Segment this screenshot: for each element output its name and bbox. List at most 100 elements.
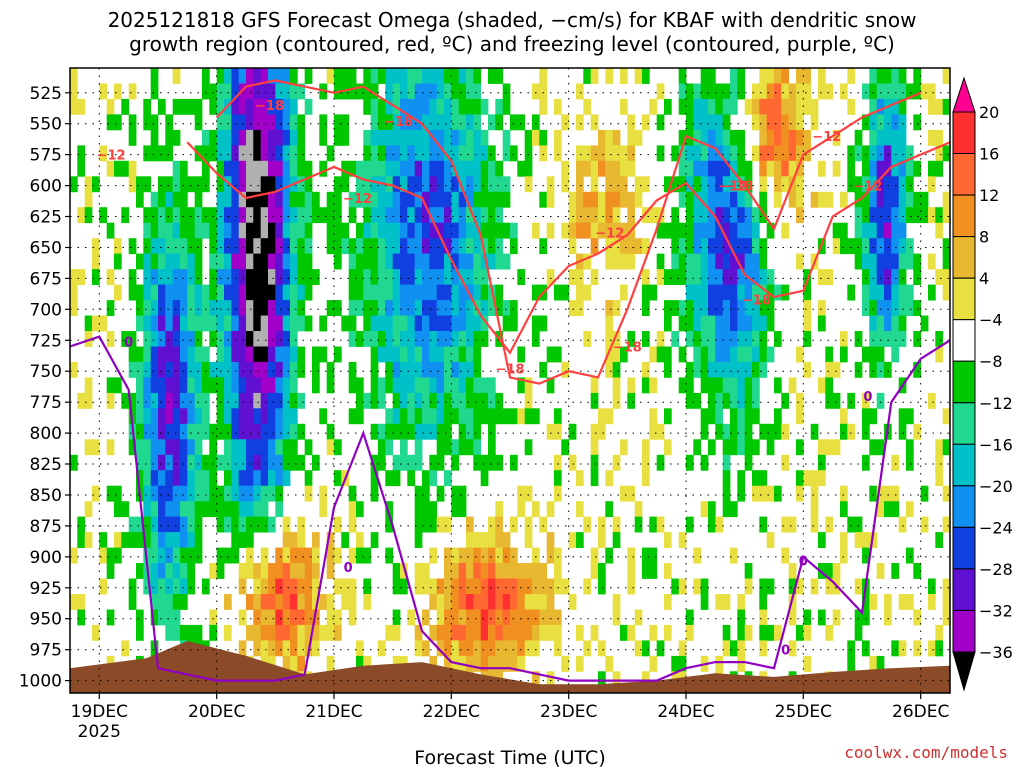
- omega-cell: [766, 222, 775, 239]
- omega-cell: [143, 377, 151, 394]
- omega-cell: [693, 346, 701, 363]
- omega-cell: [832, 439, 841, 456]
- omega-cell: [473, 222, 481, 239]
- omega-cell: [385, 129, 393, 146]
- omega-cell: [832, 129, 841, 146]
- omega-cell: [400, 392, 408, 409]
- omega-cell: [913, 253, 921, 270]
- omega-cell: [165, 269, 173, 285]
- omega-cell: [414, 284, 423, 301]
- omega-cell: [612, 191, 621, 208]
- omega-cell: [194, 222, 203, 239]
- omega-cell: [671, 655, 679, 672]
- omega-cell: [686, 516, 694, 533]
- omega-cell: [165, 532, 173, 548]
- omega-cell: [451, 346, 459, 363]
- omega-cell: [473, 176, 481, 193]
- omega-cell: [106, 377, 115, 394]
- omega-cell: [744, 423, 753, 440]
- omega-cell: [290, 532, 298, 548]
- omega-cell: [759, 284, 767, 301]
- omega-cell: [862, 640, 870, 657]
- omega-cell: [891, 145, 899, 162]
- omega-cell: [143, 454, 151, 471]
- omega-cell: [172, 238, 181, 255]
- omega-cell: [715, 655, 723, 672]
- omega-cell: [759, 346, 767, 363]
- omega-cell: [348, 501, 357, 518]
- omega-cell: [282, 300, 291, 316]
- omega-cell: [458, 377, 467, 394]
- omega-cell: [231, 346, 239, 363]
- omega-cell: [869, 145, 877, 162]
- omega-cell: [378, 191, 386, 208]
- omega-cell: [158, 238, 166, 255]
- omega-cell: [165, 470, 173, 487]
- omega-cell: [84, 207, 93, 224]
- omega-cell: [686, 145, 694, 162]
- omega-cell: [370, 83, 379, 100]
- omega-cell: [869, 160, 877, 177]
- omega-cell: [436, 145, 445, 162]
- omega-cell: [370, 191, 379, 208]
- omega-cell: [458, 609, 467, 626]
- omega-cell: [143, 361, 151, 378]
- omega-cell: [605, 361, 613, 378]
- omega-cell: [913, 191, 921, 208]
- omega-cell: [400, 439, 408, 456]
- omega-cell: [231, 547, 239, 564]
- omega-cell: [158, 454, 166, 471]
- omega-cell: [407, 470, 415, 487]
- omega-cell: [796, 191, 804, 208]
- omega-cell: [458, 392, 467, 409]
- omega-cell: [238, 129, 247, 146]
- omega-cell: [422, 578, 430, 595]
- omega-cell: [495, 594, 503, 610]
- omega-cell: [649, 624, 657, 641]
- omega-cell: [774, 160, 782, 177]
- omega-cell: [150, 83, 159, 100]
- omega-cell: [898, 207, 907, 224]
- omega-cell: [847, 68, 855, 84]
- omega-cell: [451, 501, 459, 518]
- omega-cell: [253, 594, 261, 610]
- omega-cell: [656, 145, 665, 162]
- omega-cell: [187, 578, 195, 595]
- omega-cell: [282, 454, 291, 471]
- omega-cell: [451, 392, 459, 409]
- omega-cell: [165, 284, 173, 301]
- omega-cell: [290, 408, 298, 425]
- omega-cell: [620, 160, 628, 177]
- omega-cell: [268, 392, 276, 409]
- omega-cell: [517, 563, 525, 579]
- omega-cell: [495, 640, 503, 657]
- omega-cell: [400, 98, 408, 115]
- omega-cell: [282, 547, 291, 564]
- omega-cell: [282, 392, 291, 409]
- omega-cell: [854, 516, 863, 533]
- omega-cell: [715, 207, 723, 224]
- omega-cell: [268, 114, 276, 131]
- omega-cell: [810, 98, 819, 115]
- omega-cell: [686, 253, 694, 270]
- omega-cell: [473, 238, 481, 255]
- omega-cell: [744, 176, 753, 193]
- omega-cell: [561, 439, 569, 456]
- omega-cell: [730, 145, 738, 162]
- omega-cell: [422, 377, 430, 394]
- omega-cell: [136, 624, 144, 641]
- omega-cell: [238, 284, 247, 301]
- omega-cell: [253, 331, 261, 347]
- omega-cell: [942, 578, 950, 595]
- omega-cell: [649, 377, 657, 394]
- omega-cell: [898, 160, 907, 177]
- omega-cell: [451, 207, 459, 224]
- omega-cell: [671, 578, 679, 595]
- omega-cell: [385, 68, 393, 84]
- omega-cell: [150, 578, 159, 595]
- y-tick-label: 925: [30, 579, 62, 599]
- omega-cell: [172, 346, 181, 363]
- omega-cell: [70, 547, 78, 564]
- omega-cell: [942, 68, 950, 84]
